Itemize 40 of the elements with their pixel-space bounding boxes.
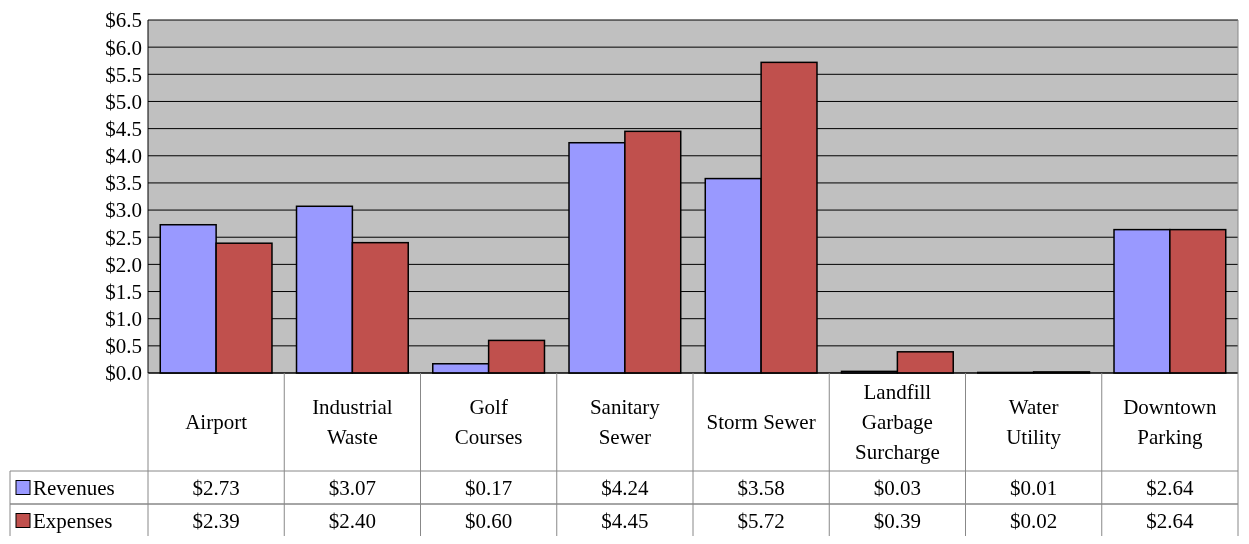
x-tick-label: Storm Sewer	[706, 410, 816, 435]
data-label: $0.17	[465, 475, 513, 500]
x-tick-label: Airport	[185, 410, 248, 435]
x-tick-label: Sanitary Sewer	[589, 395, 661, 450]
y-tick-label: $3.5	[105, 171, 142, 196]
y-tick-label: $1.0	[105, 307, 142, 332]
data-label: $4.45	[601, 508, 649, 533]
data-label: $0.60	[465, 508, 513, 533]
data-label: $2.64	[1146, 475, 1194, 500]
x-tick-label: Golf Courses	[454, 395, 523, 450]
x-tick-label: Downtown Parking	[1123, 395, 1218, 450]
data-label: $0.02	[1010, 508, 1058, 533]
data-label: $5.72	[737, 508, 785, 533]
y-tick-label: $6.0	[105, 35, 142, 60]
data-label: $2.73	[192, 475, 240, 500]
x-tick-label: Landfill Garbage Surcharge	[855, 380, 940, 465]
y-tick-label: $5.5	[105, 62, 142, 87]
data-label: $3.07	[328, 475, 376, 500]
x-tick-label: Industrial Waste	[312, 395, 393, 450]
data-label: $0.03	[873, 475, 921, 500]
y-tick-label: $0.5	[105, 334, 142, 359]
data-label: $4.24	[601, 475, 649, 500]
data-label: $2.64	[1146, 508, 1194, 533]
data-label: $0.39	[873, 508, 921, 533]
y-tick-label: $1.5	[105, 279, 142, 304]
y-tick-label: $2.0	[105, 252, 142, 277]
y-tick-label: $0.0	[105, 361, 142, 386]
y-tick-label: $3.0	[105, 198, 142, 223]
y-tick-label: $4.0	[105, 144, 142, 169]
y-tick-label: $5.0	[105, 89, 142, 114]
y-tick-label: $4.5	[105, 116, 142, 141]
y-tick-label: $2.5	[105, 225, 142, 250]
legend-label: Revenues	[33, 475, 115, 500]
data-label: $0.01	[1010, 475, 1058, 500]
legend-label: Expenses	[33, 508, 113, 533]
data-label: $2.39	[192, 508, 240, 533]
y-tick-label: $6.5	[105, 8, 142, 33]
data-label: $3.58	[737, 475, 785, 500]
data-label: $2.40	[328, 508, 376, 533]
x-tick-label: Water Utility	[1006, 395, 1062, 450]
